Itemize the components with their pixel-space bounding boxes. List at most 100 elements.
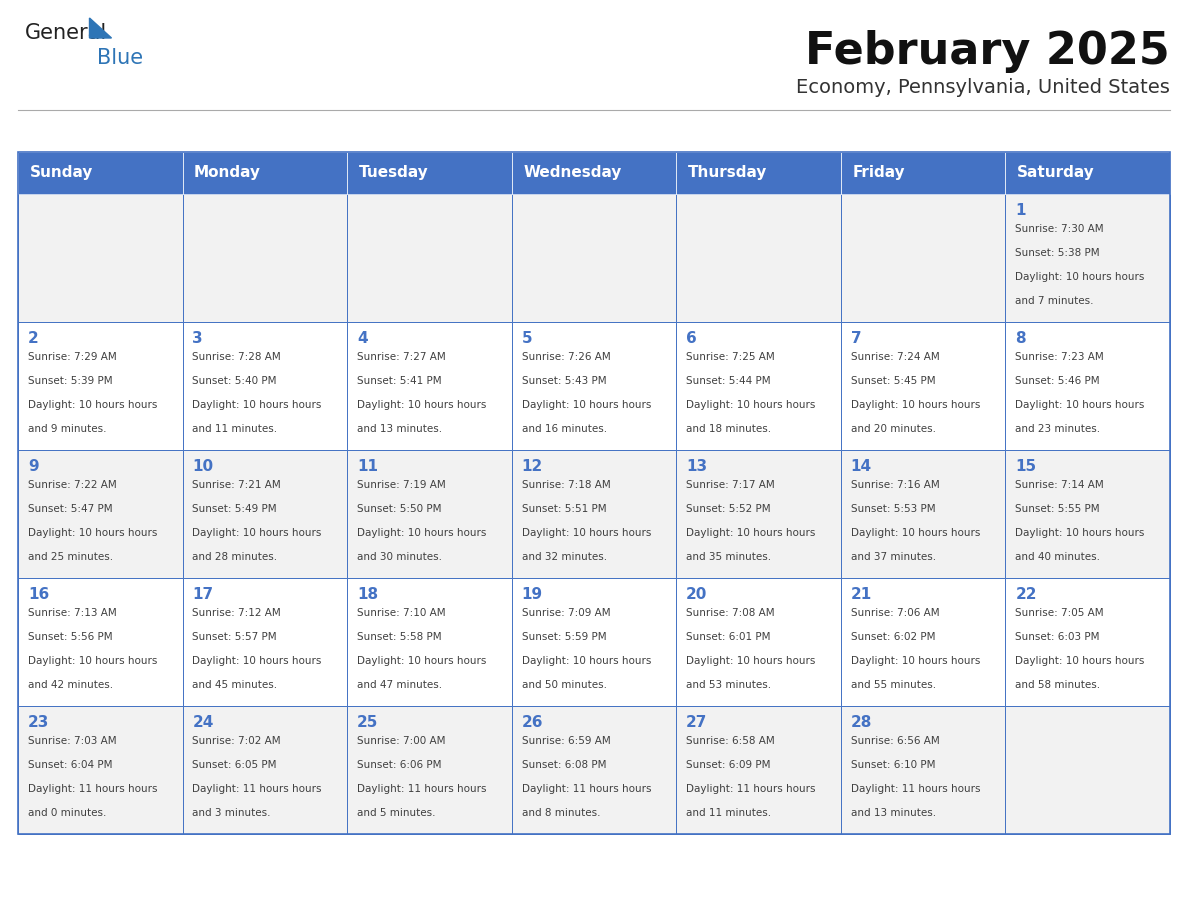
Text: and 16 minutes.: and 16 minutes. [522,424,607,434]
FancyBboxPatch shape [676,706,841,834]
FancyBboxPatch shape [512,578,676,706]
Text: Sunset: 5:45 PM: Sunset: 5:45 PM [851,376,935,386]
Text: 23: 23 [27,715,49,730]
Text: Sunrise: 7:28 AM: Sunrise: 7:28 AM [192,352,282,362]
Text: General: General [25,23,107,43]
Text: 19: 19 [522,587,543,602]
Text: Daylight: 10 hours hours: Daylight: 10 hours hours [1016,272,1145,282]
FancyBboxPatch shape [841,578,1005,706]
Text: Sunrise: 7:25 AM: Sunrise: 7:25 AM [687,352,775,362]
Text: and 23 minutes.: and 23 minutes. [1016,424,1100,434]
Text: 18: 18 [358,587,378,602]
Text: Daylight: 10 hours hours: Daylight: 10 hours hours [358,400,486,410]
Text: Sunset: 5:57 PM: Sunset: 5:57 PM [192,632,277,642]
Text: and 25 minutes.: and 25 minutes. [27,552,113,562]
Text: Blue: Blue [97,48,143,68]
FancyBboxPatch shape [18,322,183,450]
Text: Sunset: 5:47 PM: Sunset: 5:47 PM [27,504,113,514]
Text: Sunset: 5:52 PM: Sunset: 5:52 PM [687,504,771,514]
FancyBboxPatch shape [512,152,676,194]
FancyBboxPatch shape [347,578,512,706]
Text: Daylight: 10 hours hours: Daylight: 10 hours hours [1016,400,1145,410]
Text: Friday: Friday [852,165,905,181]
Text: Sunrise: 7:21 AM: Sunrise: 7:21 AM [192,480,282,490]
Text: Sunset: 5:44 PM: Sunset: 5:44 PM [687,376,771,386]
Text: Sunset: 5:53 PM: Sunset: 5:53 PM [851,504,935,514]
Text: Sunset: 5:40 PM: Sunset: 5:40 PM [192,376,277,386]
FancyBboxPatch shape [676,152,841,194]
Text: Sunrise: 7:10 AM: Sunrise: 7:10 AM [358,608,446,618]
Text: Sunrise: 7:16 AM: Sunrise: 7:16 AM [851,480,940,490]
Text: 3: 3 [192,331,203,346]
Text: and 50 minutes.: and 50 minutes. [522,680,607,690]
Text: Sunset: 6:01 PM: Sunset: 6:01 PM [687,632,771,642]
Text: and 18 minutes.: and 18 minutes. [687,424,771,434]
Text: and 8 minutes.: and 8 minutes. [522,808,600,818]
Text: Sunrise: 7:29 AM: Sunrise: 7:29 AM [27,352,116,362]
FancyBboxPatch shape [1005,194,1170,322]
Text: and 13 minutes.: and 13 minutes. [851,808,936,818]
FancyBboxPatch shape [676,450,841,578]
FancyBboxPatch shape [347,706,512,834]
FancyBboxPatch shape [347,450,512,578]
FancyBboxPatch shape [841,450,1005,578]
Text: 17: 17 [192,587,214,602]
Text: Sunset: 6:02 PM: Sunset: 6:02 PM [851,632,935,642]
Text: 5: 5 [522,331,532,346]
FancyBboxPatch shape [18,450,183,578]
Text: Daylight: 10 hours hours: Daylight: 10 hours hours [1016,528,1145,538]
Text: Daylight: 10 hours hours: Daylight: 10 hours hours [851,528,980,538]
Text: Sunset: 5:38 PM: Sunset: 5:38 PM [1016,248,1100,258]
Text: Sunrise: 7:03 AM: Sunrise: 7:03 AM [27,736,116,746]
FancyBboxPatch shape [1005,322,1170,450]
Text: Sunset: 6:04 PM: Sunset: 6:04 PM [27,760,113,770]
Text: and 42 minutes.: and 42 minutes. [27,680,113,690]
FancyBboxPatch shape [1005,450,1170,578]
Text: and 0 minutes.: and 0 minutes. [27,808,106,818]
Text: 8: 8 [1016,331,1026,346]
Text: Sunrise: 7:17 AM: Sunrise: 7:17 AM [687,480,775,490]
Text: Daylight: 10 hours hours: Daylight: 10 hours hours [522,528,651,538]
Text: Daylight: 10 hours hours: Daylight: 10 hours hours [27,400,157,410]
Text: Daylight: 11 hours hours: Daylight: 11 hours hours [27,784,157,794]
FancyBboxPatch shape [841,706,1005,834]
FancyBboxPatch shape [676,322,841,450]
FancyBboxPatch shape [512,194,676,322]
FancyBboxPatch shape [183,194,347,322]
Text: Sunrise: 7:14 AM: Sunrise: 7:14 AM [1016,480,1104,490]
Text: Sunset: 6:10 PM: Sunset: 6:10 PM [851,760,935,770]
Text: 12: 12 [522,459,543,474]
FancyBboxPatch shape [841,152,1005,194]
Text: Sunrise: 7:19 AM: Sunrise: 7:19 AM [358,480,446,490]
FancyBboxPatch shape [1005,578,1170,706]
Text: and 30 minutes.: and 30 minutes. [358,552,442,562]
FancyBboxPatch shape [676,578,841,706]
Text: Sunset: 5:39 PM: Sunset: 5:39 PM [27,376,113,386]
Text: and 58 minutes.: and 58 minutes. [1016,680,1100,690]
FancyBboxPatch shape [18,194,183,322]
Text: Sunset: 5:41 PM: Sunset: 5:41 PM [358,376,442,386]
Text: Thursday: Thursday [688,165,767,181]
FancyBboxPatch shape [183,706,347,834]
Text: Saturday: Saturday [1017,165,1094,181]
Text: 16: 16 [27,587,49,602]
Text: and 5 minutes.: and 5 minutes. [358,808,436,818]
Text: and 37 minutes.: and 37 minutes. [851,552,936,562]
FancyBboxPatch shape [347,322,512,450]
Text: Daylight: 10 hours hours: Daylight: 10 hours hours [522,400,651,410]
Text: Sunrise: 7:00 AM: Sunrise: 7:00 AM [358,736,446,746]
Text: Sunday: Sunday [30,165,93,181]
Text: Sunrise: 6:56 AM: Sunrise: 6:56 AM [851,736,940,746]
Text: 14: 14 [851,459,872,474]
Text: Sunrise: 6:59 AM: Sunrise: 6:59 AM [522,736,611,746]
Text: Monday: Monday [194,165,261,181]
Text: Sunset: 6:06 PM: Sunset: 6:06 PM [358,760,442,770]
FancyBboxPatch shape [18,578,183,706]
Text: 1: 1 [1016,203,1025,218]
Text: 25: 25 [358,715,379,730]
Text: Daylight: 10 hours hours: Daylight: 10 hours hours [851,400,980,410]
Text: Sunset: 6:08 PM: Sunset: 6:08 PM [522,760,606,770]
Text: Sunset: 5:51 PM: Sunset: 5:51 PM [522,504,606,514]
FancyBboxPatch shape [183,450,347,578]
Text: and 47 minutes.: and 47 minutes. [358,680,442,690]
